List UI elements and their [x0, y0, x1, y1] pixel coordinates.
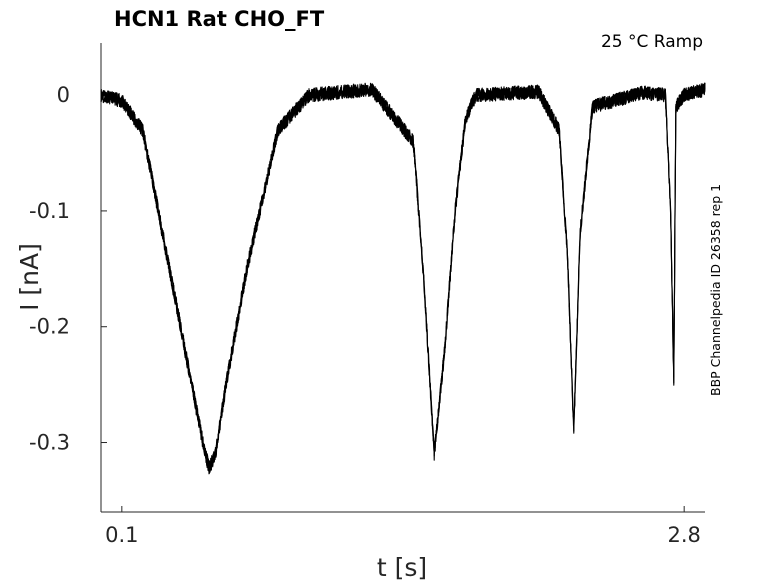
- y-tick-label: -0.2: [29, 315, 70, 339]
- plot-area: [100, 82, 706, 475]
- y-tick-label: -0.3: [29, 431, 70, 455]
- side-label: BBP Channelpedia ID 26358 rep 1: [708, 184, 723, 396]
- x-axis-label: t [s]: [377, 553, 427, 582]
- y-tick-label: -0.1: [29, 199, 70, 223]
- y-tick-label: 0: [57, 83, 70, 107]
- current-trace: [100, 82, 706, 473]
- x-tick-label: 2.8: [667, 523, 700, 547]
- condition-annotation: 25 °C Ramp: [601, 32, 703, 52]
- chart-title: HCN1 Rat CHO_FT: [114, 7, 325, 31]
- current-trace: [100, 82, 706, 473]
- axes: 0 -0.1 -0.2 -0.3 0.1 2.8: [29, 43, 705, 547]
- current-trace: [100, 82, 706, 475]
- x-tick-label: 0.1: [105, 523, 138, 547]
- y-axis-label: I [nA]: [15, 243, 44, 311]
